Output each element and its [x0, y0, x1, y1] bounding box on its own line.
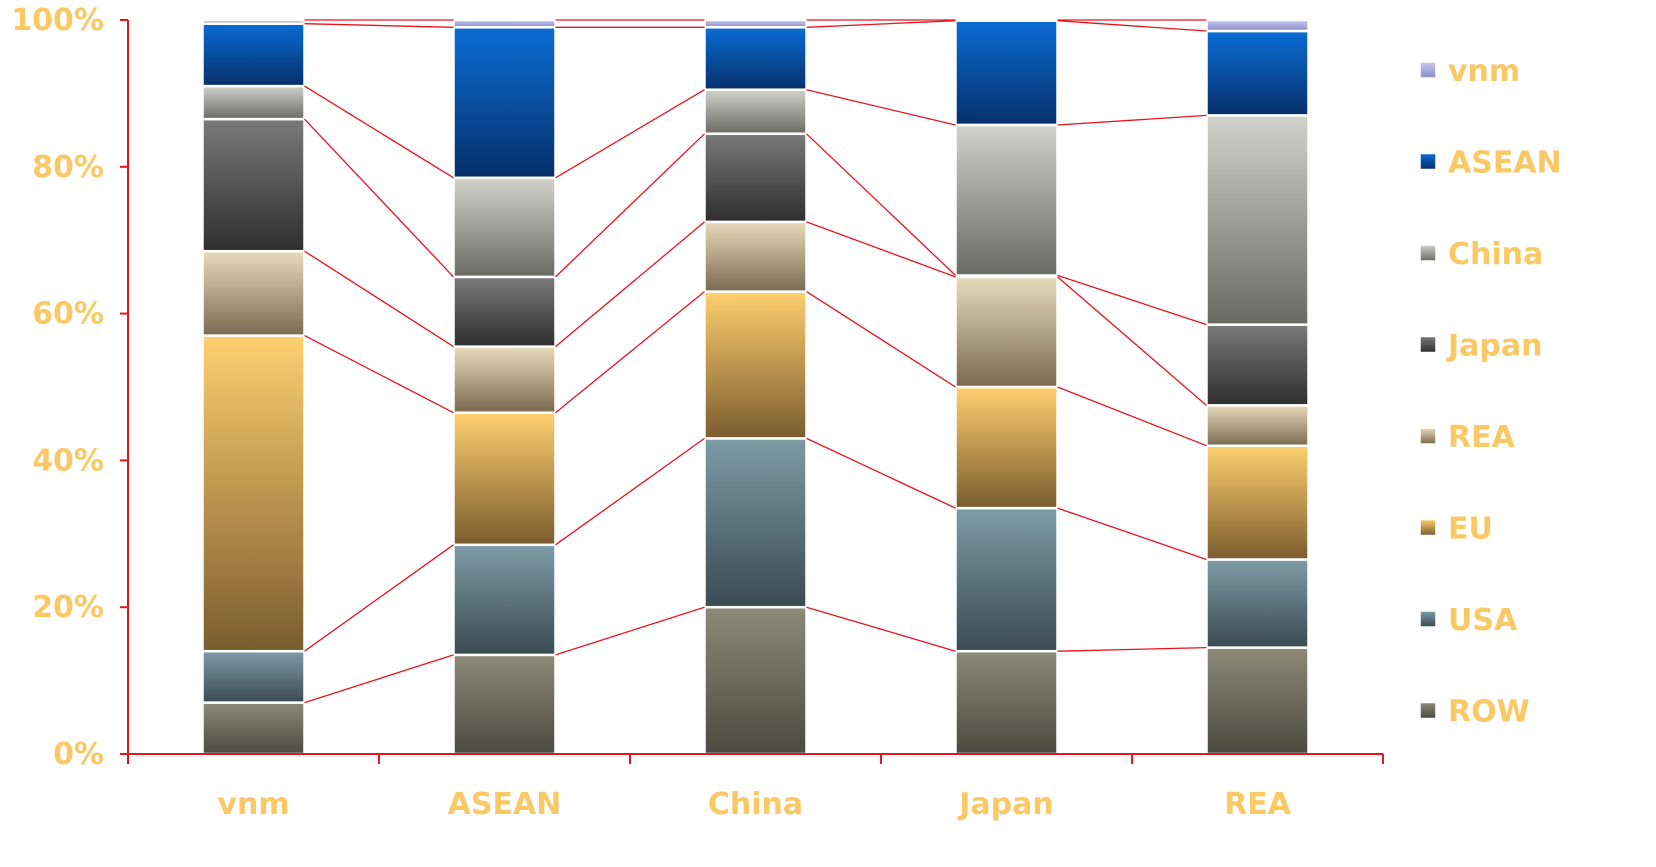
connector-china-1: [555, 89, 705, 179]
bar-rea-rea: [1205, 404, 1310, 448]
bar-china-eu: [703, 290, 808, 440]
bar-rea-asean: [1205, 29, 1310, 117]
bar-vnm-eu: [201, 334, 306, 653]
y-tick-label-80: 80%: [32, 150, 104, 185]
connector-row-2: [806, 606, 956, 652]
bar-china-vnm: [703, 18, 808, 29]
bar-japan-eu: [954, 385, 1059, 510]
connector-usa-2: [806, 437, 956, 509]
connector-eu-2: [806, 291, 956, 388]
bar-japan-rea: [954, 275, 1059, 389]
legend-swatch-eu: [1419, 518, 1437, 537]
bar-asean-eu: [452, 411, 557, 547]
y-tick-label-20: 20%: [32, 590, 104, 625]
connector-rea-0: [304, 250, 454, 348]
legend-label-row: ROW: [1448, 695, 1530, 730]
connector-row-0: [304, 654, 454, 704]
bar-asean-vnm: [452, 18, 557, 29]
connector-rea-3: [1057, 276, 1207, 406]
bar-japan-usa: [954, 506, 1059, 653]
bar-asean-asean: [452, 26, 557, 180]
connector-rea-1: [555, 221, 705, 348]
connector-japan-1: [555, 133, 705, 278]
connector-eu-0: [304, 335, 454, 414]
connector-china-3: [1057, 114, 1207, 126]
legend-swatch-japan: [1419, 335, 1437, 354]
legend-label-rea: REA: [1448, 420, 1516, 455]
y-tick-label-60: 60%: [32, 297, 104, 332]
bar-vnm-vnm: [201, 18, 306, 25]
x-tick-label-china: China: [708, 787, 803, 822]
legend-label-china: China: [1448, 237, 1543, 272]
connector-eu-1: [555, 291, 705, 414]
bar-asean-row: [452, 653, 557, 756]
legend-swatch-asean: [1419, 152, 1437, 171]
bar-vnm-row: [201, 701, 306, 756]
legend-swatch-china: [1419, 244, 1437, 262]
y-tick-label-40: 40%: [32, 443, 104, 478]
connector-usa-0: [304, 544, 454, 652]
bar-japan-row: [954, 649, 1059, 756]
connector-row-3: [1057, 646, 1207, 652]
connector-rea-2: [806, 221, 956, 278]
bar-asean-japan: [452, 275, 557, 348]
bar-rea-vnm: [1205, 18, 1310, 33]
bar-rea-eu: [1205, 444, 1310, 561]
connector-china-0: [304, 85, 454, 179]
x-tick-label-asean: ASEAN: [448, 787, 562, 822]
bar-japan-china: [954, 123, 1059, 277]
x-tick-label-vnm: vnm: [217, 787, 289, 822]
legend-swatch-rea: [1419, 427, 1437, 445]
legend-label-vnm: vnm: [1448, 54, 1520, 89]
bar-rea-row: [1205, 646, 1310, 756]
connector-eu-3: [1057, 386, 1207, 447]
legend-label-japan: Japan: [1446, 329, 1542, 364]
bar-rea-china: [1205, 114, 1310, 326]
legend-swatch-usa: [1419, 610, 1437, 628]
bar-asean-rea: [452, 345, 557, 414]
connector-row-1: [555, 606, 705, 656]
connector-asean-2: [806, 20, 956, 28]
y-tick-label-100: 100%: [11, 3, 104, 38]
bar-rea-usa: [1205, 558, 1310, 649]
bar-rea-japan: [1205, 323, 1310, 407]
bar-vnm-asean: [201, 22, 306, 88]
bar-china-rea: [703, 220, 808, 293]
connector-usa-3: [1057, 507, 1207, 561]
bar-vnm-japan: [201, 117, 306, 253]
bar-china-row: [703, 605, 808, 756]
bar-vnm-rea: [201, 249, 306, 337]
legend-label-eu: EU: [1448, 512, 1493, 547]
bar-china-asean: [703, 26, 808, 91]
x-tick-label-rea: REA: [1224, 787, 1292, 822]
bar-asean-usa: [452, 543, 557, 657]
bar-vnm-usa: [201, 649, 306, 704]
legend-label-asean: ASEAN: [1448, 146, 1562, 181]
connector-usa-1: [555, 437, 705, 546]
legend-swatch-row: [1419, 701, 1437, 720]
connector-japan-0: [304, 118, 454, 278]
connector-japan-2: [806, 133, 956, 276]
x-tick-label-japan: Japan: [957, 787, 1053, 822]
connector-asean-3: [1057, 20, 1207, 32]
bar-japan-vnm: [954, 18, 1059, 22]
bar-japan-asean: [954, 19, 1059, 127]
connector-japan-3: [1057, 274, 1207, 326]
bar-china-china: [703, 88, 808, 135]
bar-asean-china: [452, 176, 557, 279]
connector-asean-0: [304, 23, 454, 28]
y-tick-label-0: 0%: [53, 737, 104, 772]
bar-china-japan: [703, 132, 808, 224]
connector-china-2: [806, 89, 956, 126]
legend-swatch-vnm: [1419, 61, 1437, 79]
bar-vnm-china: [201, 84, 306, 121]
bar-china-usa: [703, 437, 808, 609]
legend-label-usa: USA: [1448, 603, 1518, 638]
